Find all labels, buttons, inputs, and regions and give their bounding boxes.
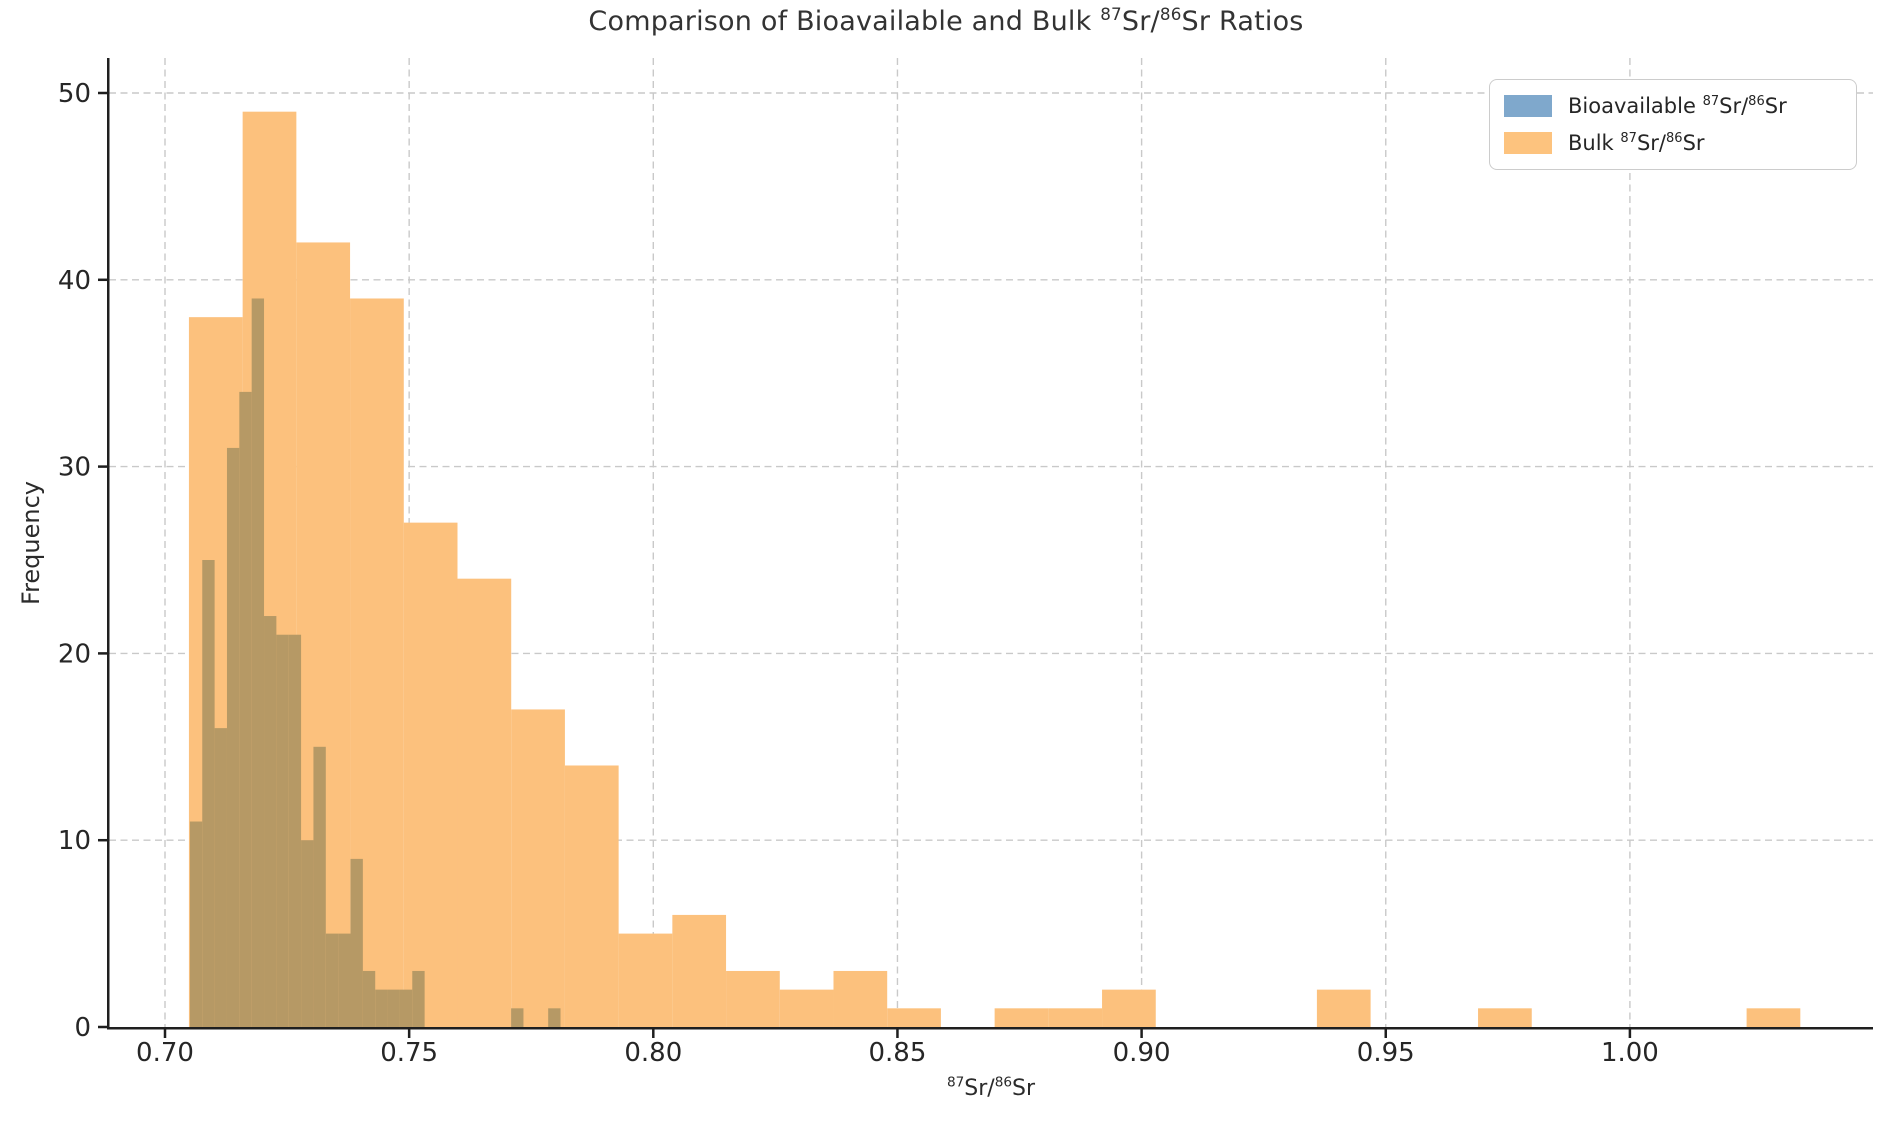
x-tick-label: 1.00 xyxy=(1601,1038,1659,1068)
histogram-bar-bioavailable xyxy=(251,298,265,1028)
histogram-bar-bioavailable xyxy=(375,989,388,1027)
histogram-bar-bioavailable xyxy=(387,989,400,1027)
histogram-bar-bioavailable xyxy=(214,728,227,1027)
histogram-bar-bulk xyxy=(457,578,512,1027)
legend-swatch-bioavailable-icon xyxy=(1504,95,1552,118)
y-tick xyxy=(98,465,107,468)
legend-item-bulk: Bulk 87Sr/86Sr xyxy=(1504,131,1842,155)
histogram-bar-bulk xyxy=(672,914,727,1027)
y-tick xyxy=(98,1025,107,1029)
histogram-bar-bioavailable xyxy=(226,447,240,1027)
histogram-bar-bioavailable xyxy=(264,616,277,1027)
y-tick-label: 20 xyxy=(58,639,91,669)
x-tick xyxy=(1384,1029,1387,1038)
histogram-bar-bioavailable xyxy=(189,821,203,1027)
chart-title: Comparison of Bioavailable and Bulk 87Sr… xyxy=(588,4,1304,37)
histogram-bar-bioavailable xyxy=(350,858,363,1027)
histogram-bar-bulk xyxy=(1316,989,1371,1027)
x-tick xyxy=(1140,1029,1143,1038)
histogram-bar-bioavailable xyxy=(239,391,252,1027)
histogram-bar-bulk xyxy=(403,522,458,1027)
histogram-bar-bioavailable xyxy=(399,989,413,1027)
histogram-bar-bioavailable xyxy=(362,970,376,1027)
x-tick-label: 0.70 xyxy=(136,1038,194,1068)
x-tick xyxy=(1628,1029,1632,1038)
histogram-bar-bulk xyxy=(994,1008,1049,1027)
y-tick xyxy=(98,838,107,842)
y-tick xyxy=(98,278,107,282)
x-tick-label: 0.75 xyxy=(380,1038,438,1068)
x-tick-label: 0.85 xyxy=(869,1038,927,1068)
histogram-bar-bulk xyxy=(1478,1008,1532,1027)
histogram-bar-bulk xyxy=(511,709,565,1027)
y-tick xyxy=(98,652,107,655)
y-tick-label: 0 xyxy=(74,1013,91,1043)
legend-swatch-bulk-icon xyxy=(1504,131,1552,154)
y-tick-label: 10 xyxy=(58,826,91,856)
histogram-bar-bioavailable xyxy=(301,840,314,1027)
legend-label-bulk: Bulk 87Sr/86Sr xyxy=(1568,130,1705,155)
y-tick-label: 50 xyxy=(58,79,91,109)
y-tick-label: 40 xyxy=(58,266,91,296)
histogram-bar-bulk xyxy=(887,1008,941,1027)
histogram-bar-bioavailable xyxy=(313,746,326,1027)
histogram-bar-bulk xyxy=(564,765,619,1027)
x-tick-label: 0.90 xyxy=(1113,1038,1171,1068)
histogram-bar-bioavailable xyxy=(276,634,289,1027)
histogram-bar-bulk xyxy=(1746,1008,1801,1027)
histogram-bar-bulk xyxy=(726,970,780,1027)
legend: Bioavailable 87Sr/86Sr Bulk 87Sr/86Sr xyxy=(1489,79,1857,170)
x-tick xyxy=(163,1029,167,1038)
histogram-bar-bioavailable xyxy=(325,933,339,1027)
histogram-bar-bulk xyxy=(618,933,673,1027)
histogram-bar-bioavailable xyxy=(288,634,302,1027)
histogram-bar-bioavailable xyxy=(412,970,425,1027)
histogram-bar-bioavailable xyxy=(511,1008,524,1027)
x-axis-label: 87Sr/86Sr xyxy=(946,1074,1036,1101)
histogram-bar-bulk xyxy=(779,989,834,1027)
histogram-bar-bulk xyxy=(833,970,888,1027)
x-tick xyxy=(652,1029,655,1038)
y-tick xyxy=(98,91,107,95)
legend-item-bioavailable: Bioavailable 87Sr/86Sr xyxy=(1504,94,1842,118)
histogram-bar-bulk xyxy=(1048,1008,1103,1027)
histogram-bar-bioavailable xyxy=(338,933,351,1027)
y-axis-spine xyxy=(107,58,110,1029)
y-tick-label: 30 xyxy=(58,453,91,483)
x-axis-spine xyxy=(107,1027,1873,1030)
x-tick xyxy=(407,1029,411,1038)
histogram-bar-bioavailable xyxy=(548,1008,561,1027)
x-tick-label: 0.80 xyxy=(624,1038,682,1068)
x-tick xyxy=(896,1029,899,1038)
histogram-bar-bulk xyxy=(1102,989,1156,1027)
x-tick-label: 0.95 xyxy=(1357,1038,1415,1068)
histogram-bar-bioavailable xyxy=(202,560,215,1027)
legend-label-bioavailable: Bioavailable 87Sr/86Sr xyxy=(1568,94,1787,119)
